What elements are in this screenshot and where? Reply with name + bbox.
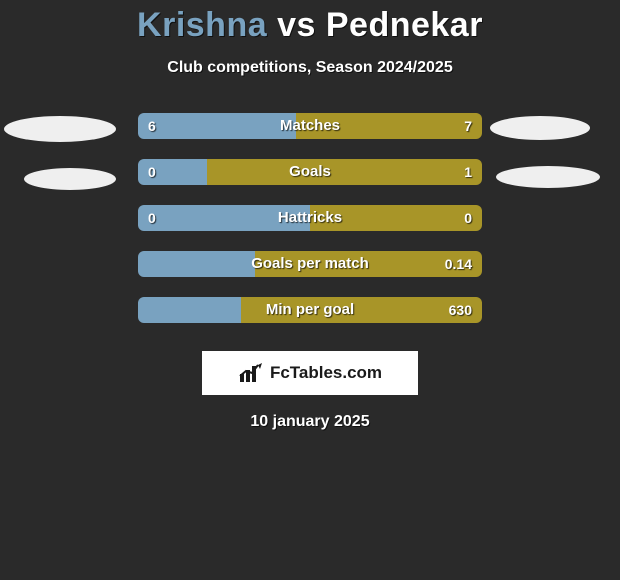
stats-container: Matches67Goals01Hattricks00Goals per mat… bbox=[0, 113, 620, 343]
logo-text: FcTables.com bbox=[270, 363, 382, 383]
player-badge-placeholder bbox=[496, 166, 600, 188]
bar-right bbox=[296, 113, 482, 139]
player-badge-placeholder bbox=[4, 116, 116, 142]
player-badge-placeholder bbox=[490, 116, 590, 140]
stat-value-right: 630 bbox=[449, 297, 472, 323]
stat-row: Min per goal630 bbox=[0, 297, 620, 343]
bar-track bbox=[138, 251, 482, 277]
bar-track bbox=[138, 159, 482, 185]
stat-value-left: 0 bbox=[148, 205, 156, 231]
bar-left bbox=[138, 205, 310, 231]
stat-value-left: 6 bbox=[148, 113, 156, 139]
stat-value-right: 0 bbox=[464, 205, 472, 231]
stat-row: Hattricks00 bbox=[0, 205, 620, 251]
date-text: 10 january 2025 bbox=[0, 413, 620, 431]
subtitle: Club competitions, Season 2024/2025 bbox=[0, 59, 620, 77]
player-badge-placeholder bbox=[24, 168, 116, 190]
bar-right bbox=[241, 297, 482, 323]
logo-box: FcTables.com bbox=[202, 351, 418, 395]
bar-left bbox=[138, 251, 255, 277]
root: Krishna vs Pednekar Club competitions, S… bbox=[0, 0, 620, 580]
player2-name: Pednekar bbox=[326, 6, 483, 44]
player1-name: Krishna bbox=[137, 6, 267, 44]
stat-value-right: 0.14 bbox=[445, 251, 472, 277]
stat-value-right: 7 bbox=[464, 113, 472, 139]
stat-value-left: 0 bbox=[148, 159, 156, 185]
page-title: Krishna vs Pednekar bbox=[0, 0, 620, 45]
chart-icon bbox=[238, 362, 264, 384]
bar-track bbox=[138, 205, 482, 231]
bar-left bbox=[138, 113, 296, 139]
stat-value-right: 1 bbox=[464, 159, 472, 185]
bar-right bbox=[310, 205, 482, 231]
bar-track bbox=[138, 113, 482, 139]
bar-track bbox=[138, 297, 482, 323]
bar-right bbox=[207, 159, 482, 185]
stat-row: Goals per match0.14 bbox=[0, 251, 620, 297]
bar-left bbox=[138, 297, 241, 323]
vs-text: vs bbox=[277, 6, 316, 44]
